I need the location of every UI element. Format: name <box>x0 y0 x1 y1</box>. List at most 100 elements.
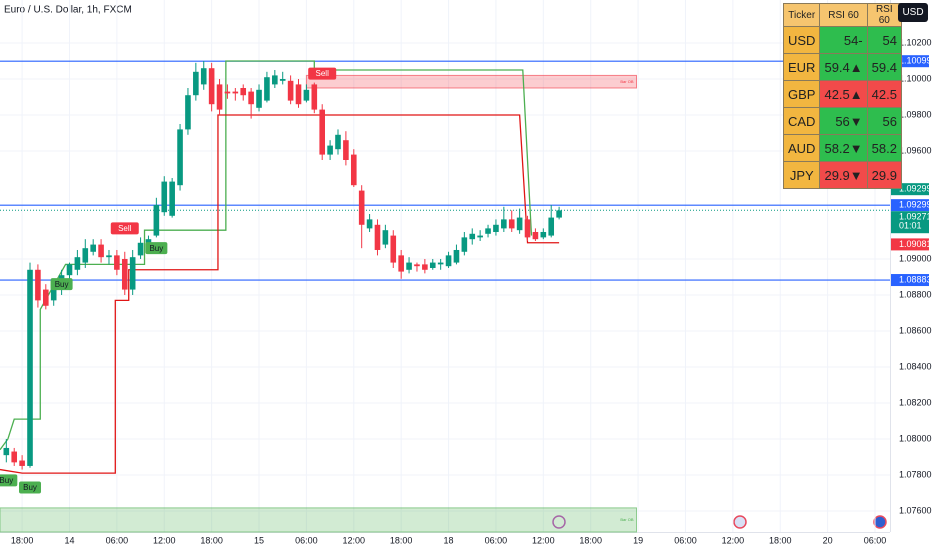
candle-body <box>19 460 25 466</box>
countdown-label: 01:01 <box>899 221 922 231</box>
candle-body <box>319 109 326 155</box>
candle-body <box>106 255 112 258</box>
candle-body <box>540 231 547 238</box>
table-header-cell: RSI 60 <box>819 3 868 27</box>
candle-body <box>200 68 207 85</box>
candle-body <box>327 145 333 155</box>
candle-body <box>27 269 33 466</box>
y-tick-label: 1.08800 <box>899 289 932 299</box>
order-block-zone <box>0 507 638 533</box>
candle-body <box>256 89 262 108</box>
candle-body <box>485 228 491 234</box>
zone-label: Bar OB <box>620 517 633 522</box>
x-tick-label: 20 <box>823 535 833 545</box>
event-icon[interactable] <box>552 515 566 529</box>
candle-body <box>232 91 239 94</box>
table-cell: 54- <box>819 26 868 54</box>
table-cell: 59.4▲ <box>819 53 868 81</box>
signal-badge <box>0 474 18 487</box>
candle-body <box>240 88 247 96</box>
candle-body <box>264 77 270 101</box>
signal-label: Buy <box>23 483 37 492</box>
indicator-line <box>0 114 560 474</box>
candle-body <box>382 230 389 245</box>
candle-body <box>343 140 349 160</box>
table-row: GBP 42.5▲ 42.5 <box>782 80 902 108</box>
signal-badge <box>19 481 42 494</box>
table-cell: USD <box>782 26 821 54</box>
x-tick-label: 18 <box>444 535 454 545</box>
price-tag-label: 1.10099 <box>899 56 932 66</box>
candle-body <box>43 289 49 306</box>
event-icon[interactable] <box>873 515 887 529</box>
table-cell: 59.4 <box>866 53 902 81</box>
candle-body <box>279 79 286 81</box>
candle-body <box>137 242 144 256</box>
candle-body <box>422 264 428 270</box>
table-cell: AUD <box>782 134 821 162</box>
signal-label: Sell <box>118 224 132 233</box>
x-tick-label: 06:00 <box>106 535 129 545</box>
candle-body <box>366 219 373 229</box>
candle-body <box>185 95 191 130</box>
candle-body <box>114 255 120 270</box>
candle-body <box>272 75 278 85</box>
signal-label: Buy <box>55 280 69 289</box>
candle-body <box>335 134 341 150</box>
candle-body <box>532 231 539 240</box>
candle-body <box>50 284 57 301</box>
candle-body <box>469 233 476 240</box>
currency-button[interactable]: USD <box>898 3 928 22</box>
table-cell: CAD <box>782 107 821 135</box>
candle-body <box>153 204 160 236</box>
x-tick-label: 12:00 <box>153 535 176 545</box>
price-tag <box>891 211 929 234</box>
signal-badge <box>145 242 168 255</box>
candle-body <box>556 210 562 218</box>
candle-body <box>429 262 436 268</box>
x-tick-label: 18:00 <box>200 535 223 545</box>
zone-label: Bar OB <box>620 79 633 84</box>
price-tag <box>891 199 929 212</box>
x-tick-label: 19 <box>633 535 643 545</box>
candle-body <box>216 84 223 110</box>
candle-body <box>208 68 215 105</box>
y-tick-label: 1.08200 <box>899 397 932 407</box>
candle-body <box>161 181 168 213</box>
table-cell: 42.5▲ <box>819 80 868 108</box>
y-tick-label: 1.10200 <box>899 37 932 47</box>
x-tick-label: 06:00 <box>295 535 318 545</box>
x-tick-label: 15 <box>254 535 264 545</box>
y-tick-label: 1.10000 <box>899 73 932 83</box>
candle-body <box>121 258 128 290</box>
table-cell: 54 <box>866 26 902 54</box>
candle-body <box>477 235 483 238</box>
x-tick-label: 06:00 <box>485 535 508 545</box>
event-icon[interactable] <box>733 515 747 529</box>
candle-body <box>303 89 310 101</box>
candle-body <box>3 447 10 456</box>
rsi-table: Ticker RSI 60 RSI 60 USD 54- 54 EUR 59.4▲ 59.4 GB… <box>782 3 902 189</box>
candle-body <box>224 91 231 94</box>
candle-body <box>493 224 499 232</box>
candle-body <box>35 269 41 301</box>
candle-body <box>177 129 183 186</box>
table-cell: 56▼ <box>819 107 868 135</box>
signal-badge <box>50 278 73 291</box>
candle-body <box>374 224 381 250</box>
candle-body <box>516 217 523 231</box>
price-tag <box>891 274 929 287</box>
candle-body <box>414 264 420 267</box>
table-row: USD 54- 54 <box>782 26 902 54</box>
signal-label: Sell <box>316 69 330 78</box>
table-cell: 56 <box>866 107 902 135</box>
x-tick-label: 12:00 <box>343 535 366 545</box>
table-cell: EUR <box>782 53 821 81</box>
price-tag-label: 1.09271 <box>899 212 932 222</box>
candle-body <box>11 451 18 463</box>
candle-body <box>548 217 555 236</box>
chart-title: Euro / U.S. Dollar, 1h, FXCM <box>4 5 132 16</box>
y-tick-label: 1.08600 <box>899 325 932 335</box>
x-tick-label: 18:00 <box>11 535 34 545</box>
